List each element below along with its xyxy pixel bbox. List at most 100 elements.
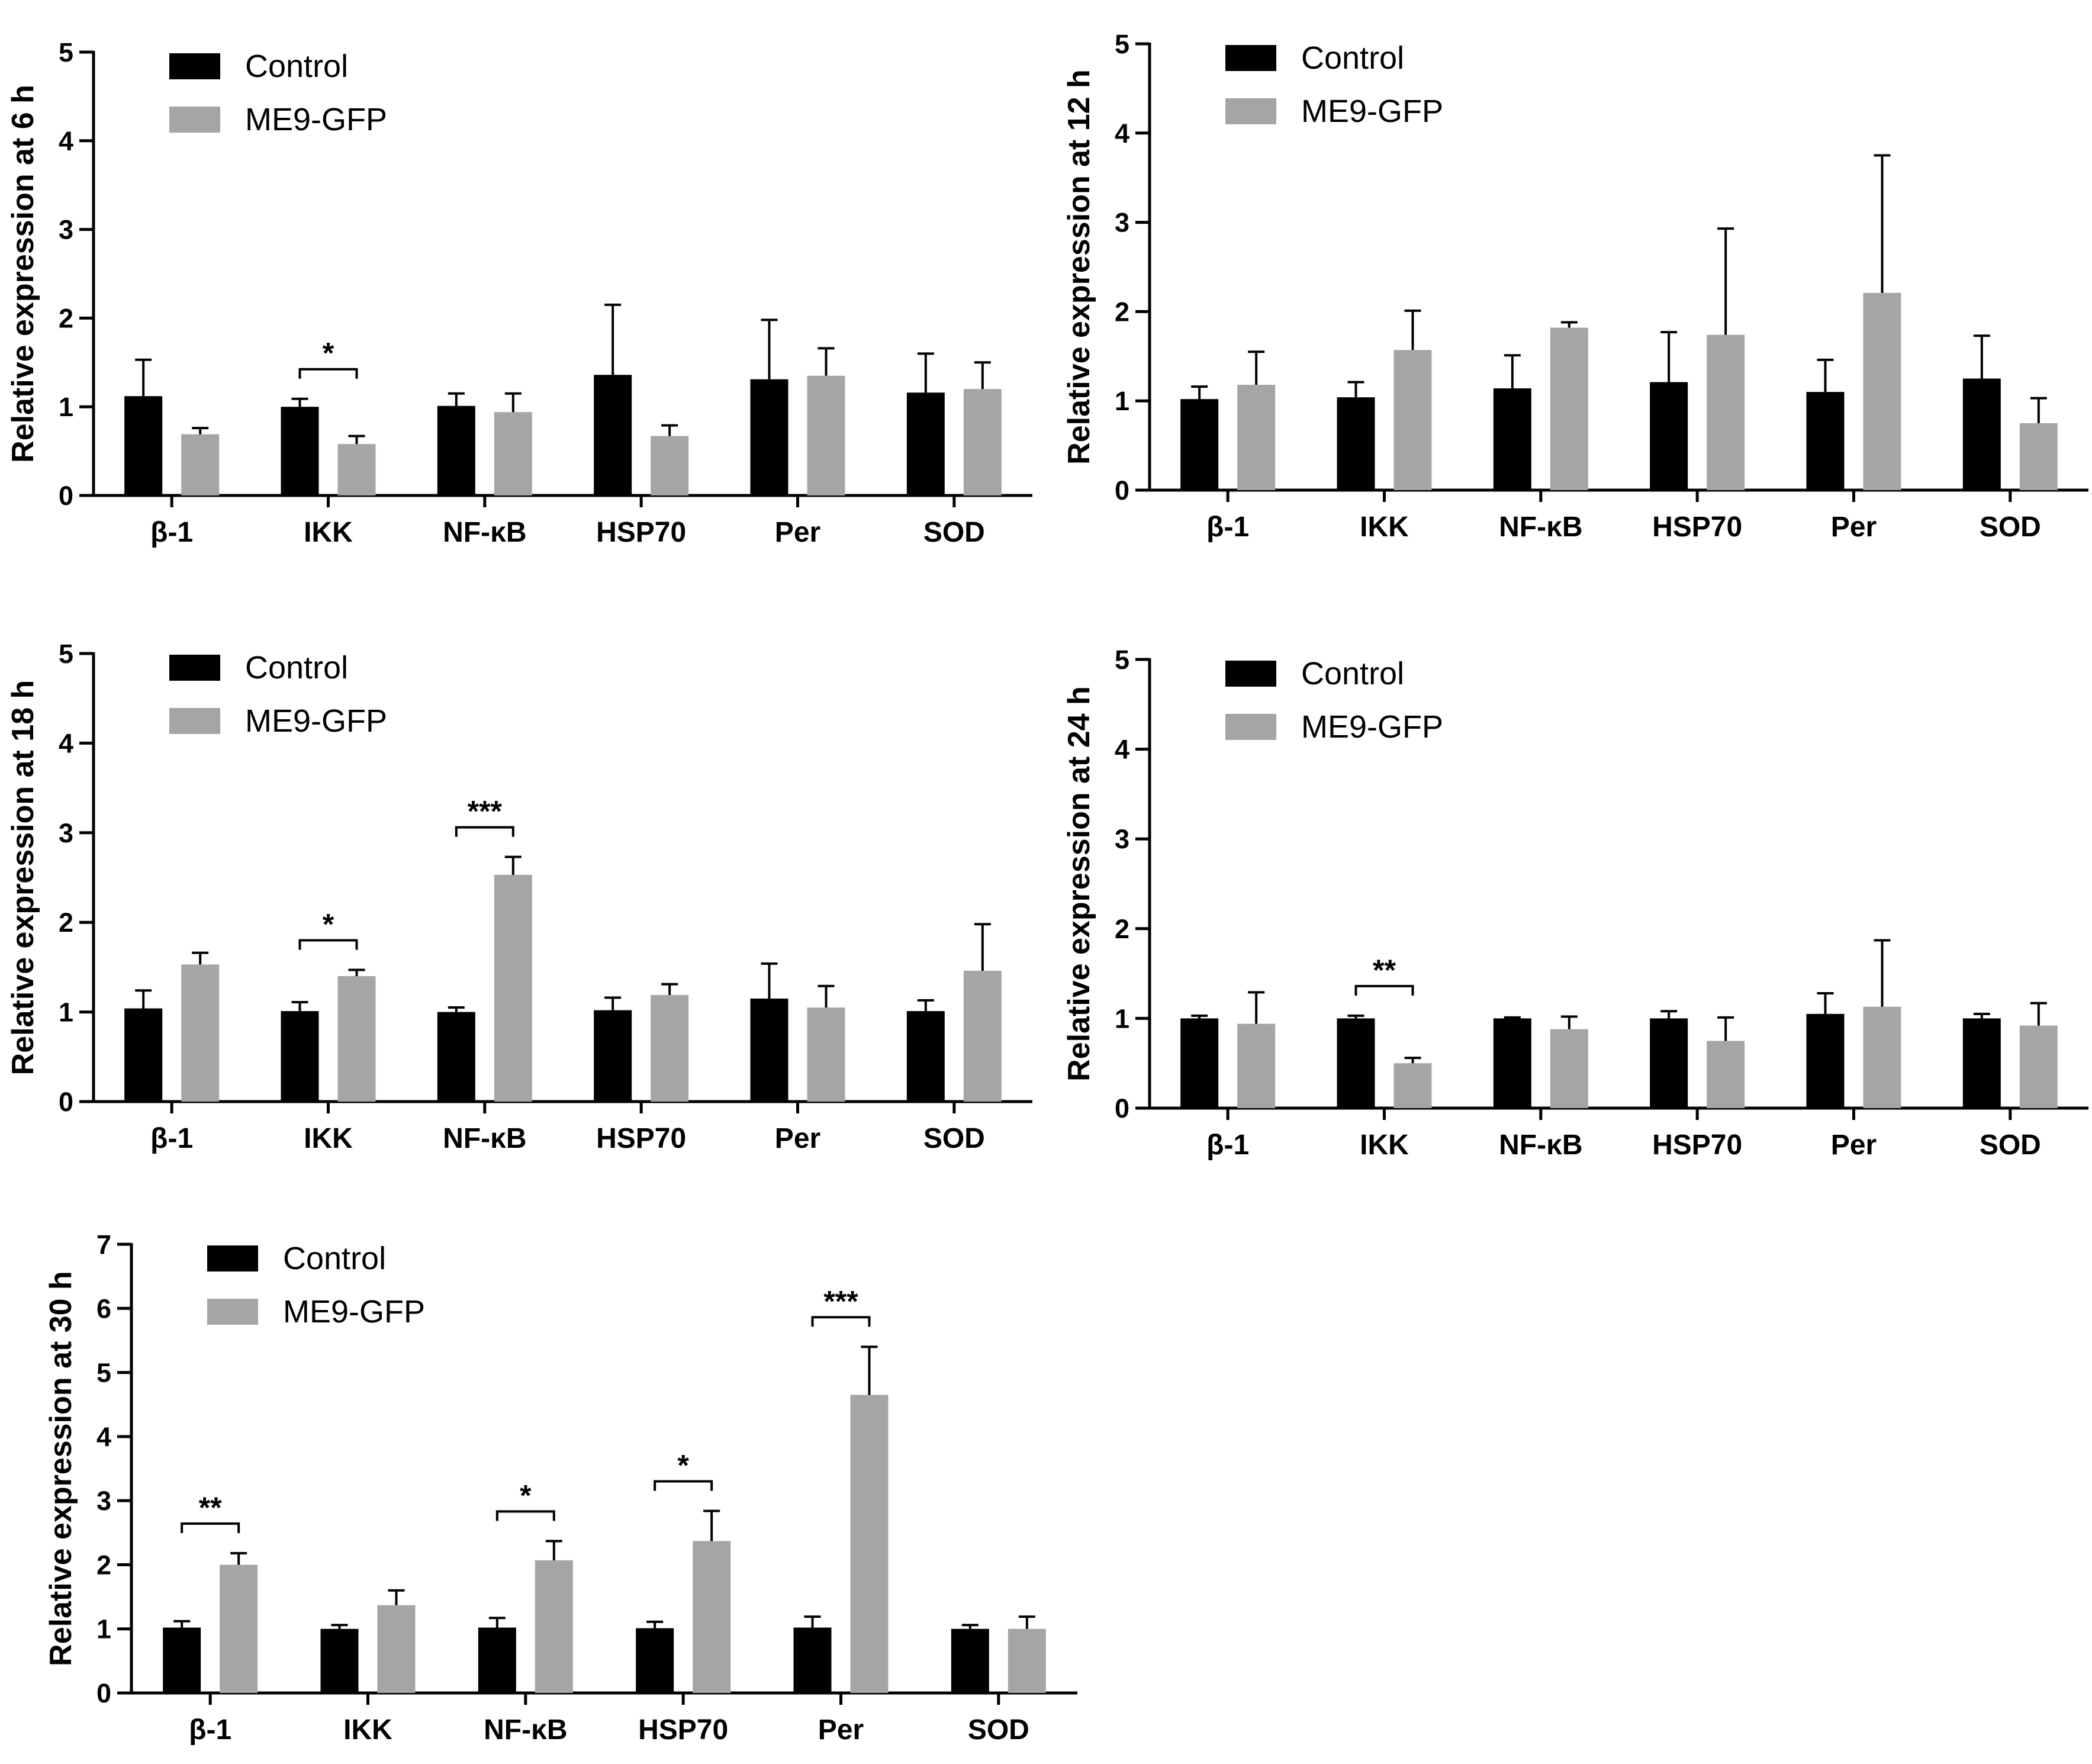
y-axis-label: Relative expression at 6 h <box>6 85 40 463</box>
bar-treatment <box>181 434 220 495</box>
y-tick-label: 0 <box>1115 475 1129 506</box>
legend-label-treatment: ME9-GFP <box>283 1294 425 1330</box>
category-label: Per <box>818 1714 864 1746</box>
category-label: β-1 <box>150 517 193 548</box>
bar-treatment <box>651 994 689 1102</box>
chart-panel-4: 0 1 2 3 4 5 Relative expression at 24 h β-1 IKK N… <box>1062 645 2088 1161</box>
legend-label-control: Control <box>1301 656 1404 691</box>
chart-panel-3: 0 1 2 3 4 5 Relative expression at 18 h β-1 IKK N… <box>6 639 1032 1154</box>
legend-label-control: Control <box>283 1241 386 1276</box>
bar-control <box>437 1012 475 1102</box>
y-axis-label: Relative expression at 12 h <box>1062 69 1096 465</box>
significance-bracket <box>298 939 358 950</box>
significance-bracket <box>298 368 358 379</box>
bar-control <box>1337 1018 1375 1108</box>
bar-treatment <box>535 1560 573 1693</box>
legend-label-treatment: ME9-GFP <box>245 102 387 137</box>
bar-treatment <box>1550 1029 1588 1108</box>
y-tick-label: 0 <box>1115 1093 1129 1124</box>
category-label: IKK <box>304 1123 353 1154</box>
y-tick-label: 3 <box>1115 208 1129 238</box>
bar-control <box>1962 378 2001 490</box>
bar-treatment <box>2019 1025 2058 1108</box>
category-label: HSP70 <box>1652 511 1742 543</box>
legend-label-treatment: ME9-GFP <box>1301 709 1443 745</box>
bar-control <box>594 375 632 495</box>
bar-control <box>320 1628 359 1693</box>
bar-control <box>1806 1013 1845 1108</box>
y-tick-label: 4 <box>96 1422 111 1452</box>
legend-swatch-treatment <box>1225 98 1276 124</box>
bar-treatment <box>1393 1063 1432 1108</box>
category-label: IKK <box>304 517 353 548</box>
category-label: IKK <box>343 1714 392 1746</box>
significance-label: *** <box>823 1285 858 1318</box>
significance-label: * <box>677 1448 689 1482</box>
bar-treatment <box>1393 350 1432 490</box>
legend-swatch-control <box>169 53 220 79</box>
legend-swatch-treatment <box>169 708 220 734</box>
legend-swatch-control <box>1225 45 1276 71</box>
bar-treatment <box>2019 423 2058 490</box>
bar-treatment <box>651 436 689 495</box>
chart-panel-5: 0 1 2 3 4 5 6 7 Relative expression at 30 h β-1 IK… <box>44 1229 1077 1746</box>
bar-treatment <box>963 970 1002 1102</box>
category-label: NF-κB <box>1499 1129 1582 1161</box>
bar-control <box>281 1011 319 1102</box>
y-tick-label: 4 <box>1115 735 1129 765</box>
category-label: NF-κB <box>484 1714 567 1746</box>
category-label: HSP70 <box>638 1714 728 1746</box>
bar-treatment <box>1707 1041 1745 1108</box>
y-tick-label: 5 <box>96 1358 111 1388</box>
y-tick-label: 1 <box>59 997 73 1028</box>
legend-swatch-treatment <box>1225 714 1276 740</box>
bar-control <box>750 998 788 1102</box>
significance-bracket <box>1354 984 1414 996</box>
y-axis-label: Relative expression at 24 h <box>1062 686 1096 1081</box>
significance-bracket <box>455 826 514 837</box>
bar-control <box>1962 1018 2001 1108</box>
y-tick-label: 7 <box>96 1229 111 1260</box>
category-label: Per <box>775 517 820 548</box>
y-tick-label: 4 <box>59 126 73 156</box>
significance-label: * <box>520 1479 532 1512</box>
bar-treatment <box>693 1541 731 1693</box>
legend-label-treatment: ME9-GFP <box>245 703 387 739</box>
bar-control <box>906 1011 945 1102</box>
significance-bracket <box>654 1480 713 1491</box>
bar-control <box>594 1010 632 1102</box>
y-tick-label: 2 <box>59 907 73 938</box>
legend-swatch-treatment <box>207 1299 258 1325</box>
y-tick-label: 3 <box>59 818 73 848</box>
category-label: Per <box>1831 511 1877 543</box>
category-label: Per <box>1831 1129 1877 1161</box>
y-tick-label: 3 <box>59 215 73 245</box>
category-label: Per <box>775 1123 820 1154</box>
bar-treatment <box>1863 1006 1901 1108</box>
bar-treatment <box>494 412 532 495</box>
bar-treatment <box>494 874 532 1102</box>
y-tick-label: 3 <box>1115 824 1129 854</box>
y-tick-label: 2 <box>1115 297 1129 327</box>
category-label: SOD <box>1980 1129 2041 1161</box>
y-tick-label: 0 <box>96 1678 111 1708</box>
y-axis-label: Relative expression at 18 h <box>6 680 40 1076</box>
category-label: SOD <box>923 517 985 548</box>
bar-control <box>636 1628 674 1693</box>
category-label: NF-κB <box>443 1123 526 1154</box>
bar-treatment <box>807 1007 845 1102</box>
bar-treatment <box>1237 1023 1276 1108</box>
y-tick-label: 4 <box>1115 118 1129 149</box>
legend-label-control: Control <box>1301 40 1404 76</box>
bar-control <box>281 407 319 495</box>
y-tick-label: 0 <box>59 1087 73 1117</box>
bar-control <box>793 1627 832 1693</box>
legend-swatch-treatment <box>169 107 220 133</box>
bar-treatment <box>1008 1628 1046 1693</box>
y-tick-label: 2 <box>96 1550 111 1580</box>
y-tick-label: 2 <box>1115 914 1129 944</box>
bar-control <box>124 1008 163 1102</box>
y-tick-label: 0 <box>59 481 73 511</box>
bar-treatment <box>963 389 1002 495</box>
